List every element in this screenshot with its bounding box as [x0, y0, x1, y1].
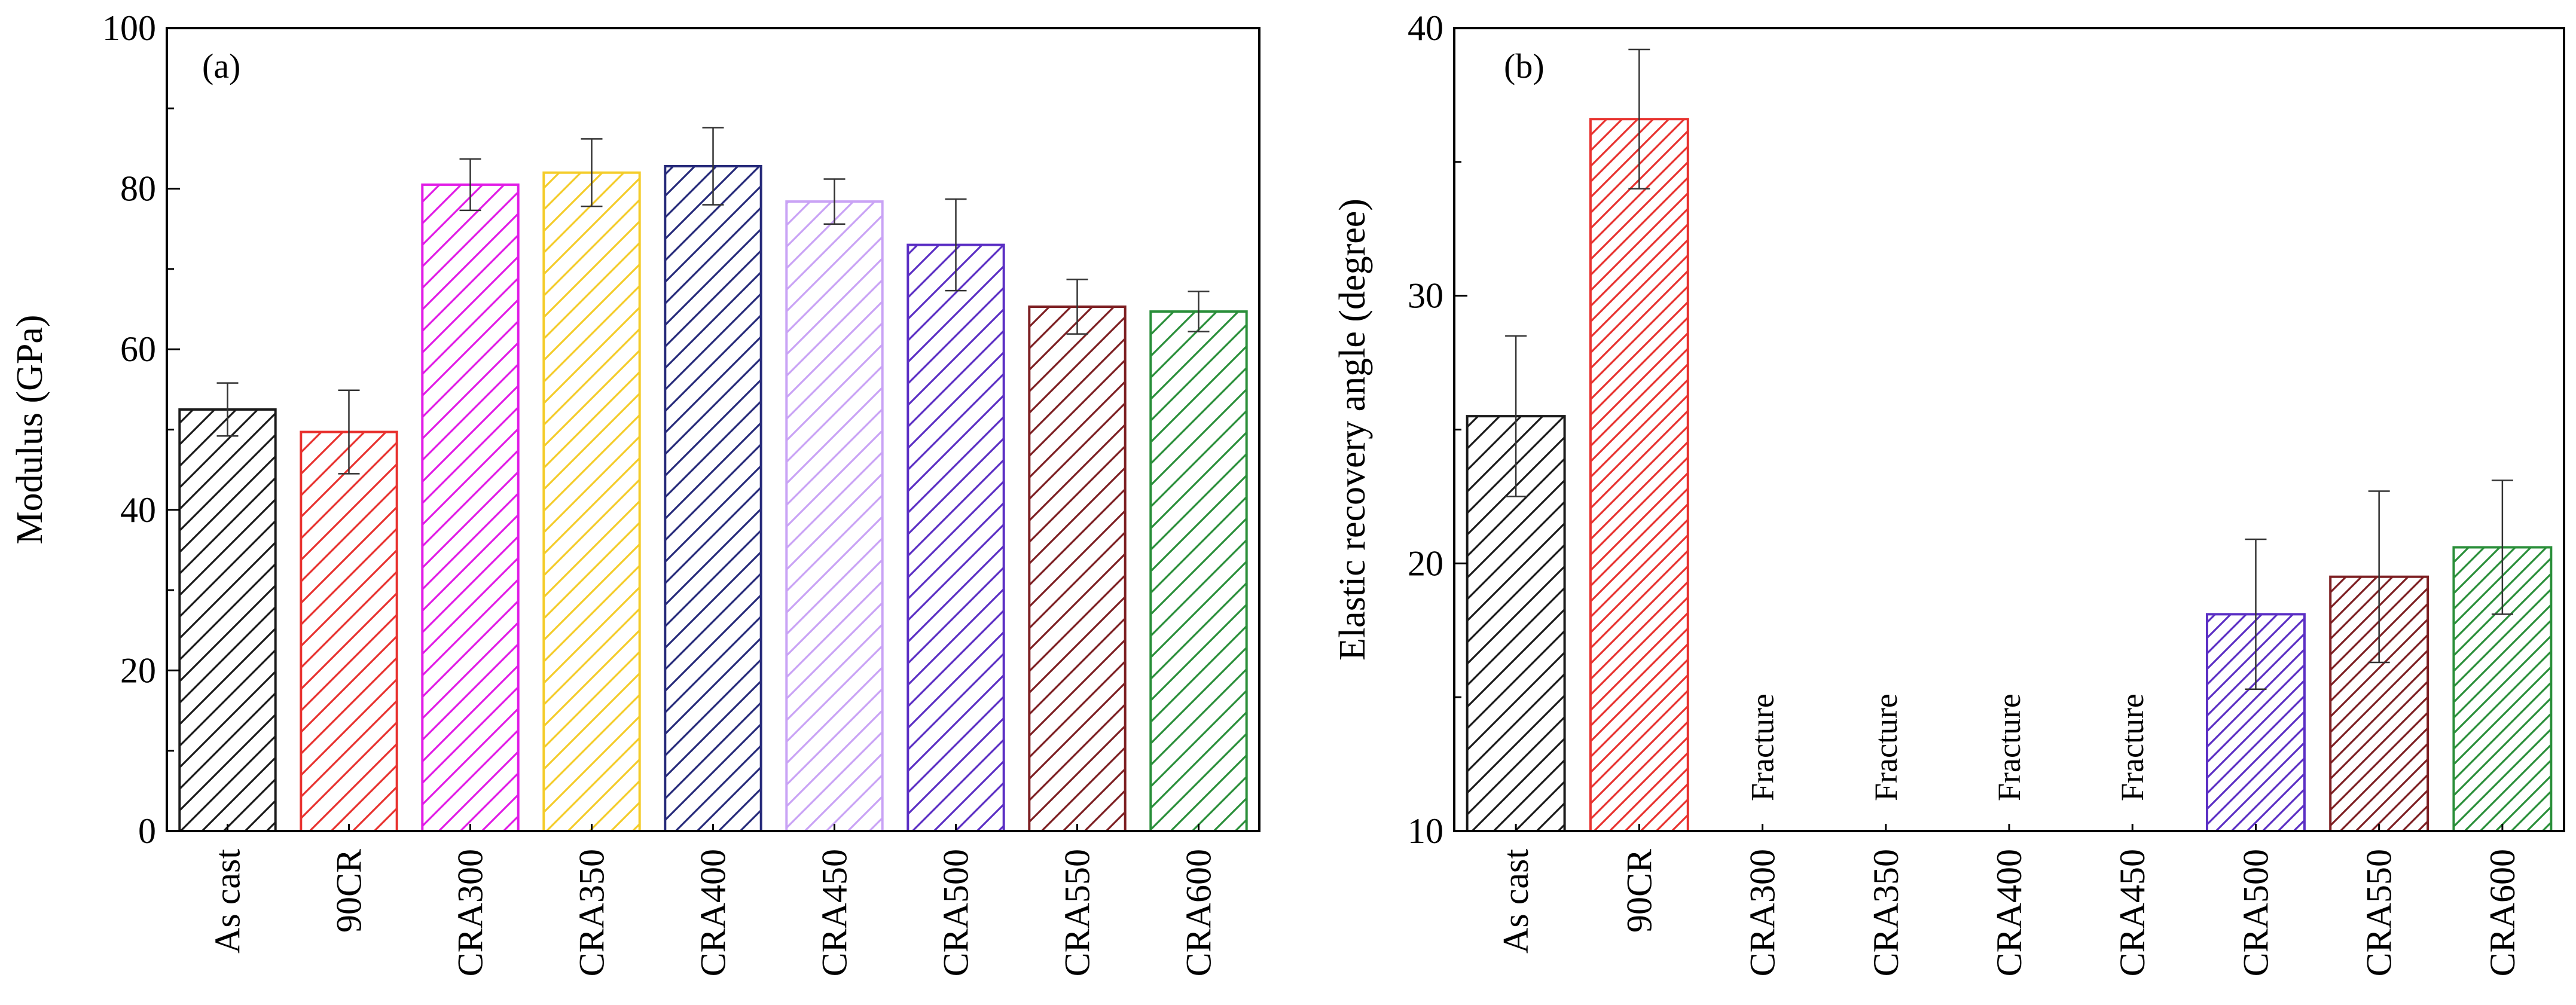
x-tick-label-a-0: As cast [208, 849, 248, 954]
bar-b-1 [1589, 118, 1689, 832]
y-tick-label-b-2: 30 [1408, 276, 1443, 316]
plot-frame-b [1453, 27, 2565, 832]
y-tick-label-a-2: 40 [120, 490, 156, 530]
fracture-label-b-3: Fracture [1868, 694, 1904, 801]
x-tick-label-a-7: CRA550 [1058, 849, 1097, 976]
x-tick-label-b-4: CRA400 [1989, 849, 2029, 976]
y-tick-label-b-1: 20 [1408, 543, 1443, 583]
y-tick-label-b-3: 40 [1408, 8, 1443, 48]
bar-a-0 [178, 408, 277, 832]
y-tick-label-b-0: 10 [1408, 811, 1443, 851]
y-tick-label-a-4: 80 [120, 169, 156, 209]
x-tick-label-a-1: 90CR [329, 849, 369, 933]
x-tick-label-b-6: CRA500 [2236, 849, 2275, 976]
x-tick-label-b-8: CRA600 [2483, 849, 2522, 976]
panel-label-b: (b) [1504, 47, 1545, 85]
x-tick-label-a-5: CRA450 [815, 849, 854, 976]
bar-a-2 [421, 183, 520, 832]
y-tick-label-a-0: 0 [138, 811, 156, 851]
x-tick-label-a-6: CRA500 [936, 849, 976, 976]
bar-a-8 [1149, 310, 1248, 832]
fracture-label-b-2: Fracture [1745, 694, 1781, 801]
x-tick-label-a-4: CRA400 [694, 849, 733, 976]
chart-panel-b: As cast 90CR Fracture CRA300 Fracture CRA350 F… [1332, 8, 2565, 976]
bar-a-5 [785, 200, 884, 832]
y-tick-label-a-1: 20 [120, 650, 156, 690]
x-tick-label-b-7: CRA550 [2360, 849, 2399, 976]
chart-panel-a: As cast 90CR CRA300 CRA350 CRA400 CRA450 CRA50… [10, 8, 1260, 976]
x-tick-label-b-0: As cast [1496, 849, 1536, 954]
x-tick-label-b-3: CRA350 [1866, 849, 1906, 976]
x-tick-label-b-5: CRA450 [2113, 849, 2152, 976]
y-tick-label-a-5: 100 [102, 8, 156, 48]
y-tick-label-a-3: 60 [120, 329, 156, 369]
bar-a-1 [300, 430, 398, 832]
x-tick-label-a-8: CRA600 [1179, 849, 1219, 976]
y-axis-title-b: Elastic recovery angle (degree) [1332, 198, 1373, 661]
plot-frame-a [166, 27, 1260, 832]
bar-a-7 [1028, 306, 1127, 832]
x-tick-label-b-2: CRA300 [1743, 849, 1783, 976]
x-tick-label-b-1: 90CR [1619, 849, 1659, 933]
bar-a-6 [907, 243, 1005, 832]
bar-a-4 [664, 164, 762, 833]
panel-label-a: (a) [202, 47, 240, 85]
x-tick-label-a-3: CRA350 [572, 849, 612, 976]
x-tick-label-a-2: CRA300 [451, 849, 490, 976]
fracture-label-b-4: Fracture [1991, 694, 2027, 801]
bar-a-3 [542, 171, 641, 832]
y-axis-title-a: Modulus (GPa) [10, 314, 50, 544]
fracture-label-b-5: Fracture [2114, 694, 2150, 801]
